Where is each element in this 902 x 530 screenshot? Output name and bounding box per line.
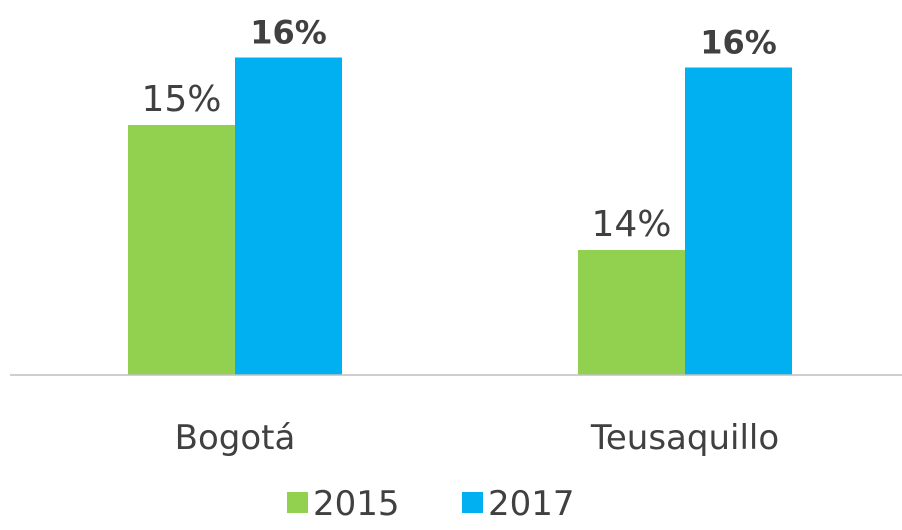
x-tick-label: Bogotá xyxy=(175,418,296,458)
value-label: 16% xyxy=(250,14,327,52)
x-tick-label: Teusaquillo xyxy=(590,418,779,458)
legend-swatch xyxy=(287,492,308,513)
bar xyxy=(128,125,235,375)
legend-swatch xyxy=(462,492,483,513)
bar xyxy=(235,57,342,375)
value-label: 14% xyxy=(591,204,671,245)
bar xyxy=(685,67,792,375)
value-label: 16% xyxy=(700,24,777,62)
legend-label: 2015 xyxy=(313,484,400,524)
legend-label: 2017 xyxy=(488,484,575,524)
bar xyxy=(578,250,685,375)
value-label: 15% xyxy=(141,79,221,120)
